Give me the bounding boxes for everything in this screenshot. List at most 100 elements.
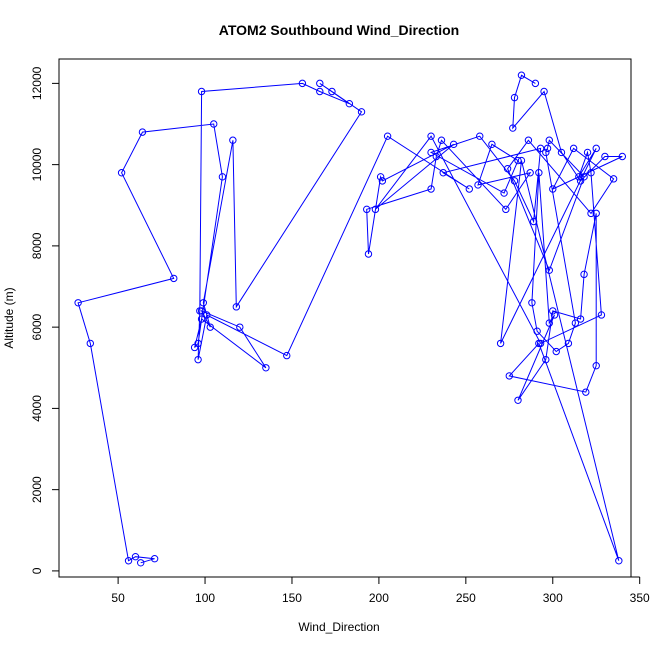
data-point (117, 169, 126, 177)
x-axis-label: Wind_Direction (298, 620, 379, 634)
x-axis: 50 100 150 200 250 300 350 (111, 576, 650, 605)
data-point (376, 173, 385, 181)
data-point (206, 323, 214, 331)
data-point (197, 307, 206, 315)
data-point (550, 311, 559, 319)
data-point (131, 552, 140, 561)
data-point (232, 303, 241, 311)
data-point (236, 323, 244, 331)
data-point (345, 99, 354, 108)
data-point (529, 217, 538, 226)
series-layer (74, 71, 627, 567)
data-point (580, 173, 588, 181)
data-point (615, 557, 623, 565)
data-point (517, 156, 526, 165)
data-point (580, 270, 588, 279)
data-point (575, 173, 583, 181)
data-point (502, 205, 510, 214)
data-point (569, 144, 578, 153)
data-point (531, 79, 540, 88)
y-tick-label: 2000 (30, 476, 44, 503)
data-point (526, 169, 534, 177)
data-point (383, 132, 392, 140)
data-point (503, 164, 512, 173)
data-point (510, 177, 519, 185)
data-point (357, 108, 366, 116)
data-point (378, 177, 387, 185)
data-point (500, 189, 508, 197)
data-point (535, 169, 543, 177)
data-point (283, 351, 291, 360)
data-point (316, 87, 324, 96)
data-point (137, 559, 145, 567)
data-point (549, 185, 557, 193)
data-point (528, 299, 536, 307)
data-point (514, 396, 522, 404)
data-point (138, 128, 147, 136)
data-point (363, 205, 371, 214)
data-point (524, 136, 533, 144)
data-point (542, 355, 550, 364)
data-point (576, 315, 585, 323)
data-point (545, 319, 553, 327)
data-point (197, 87, 206, 96)
x-tick-label: 250 (456, 591, 476, 605)
data-point (592, 209, 600, 218)
data-point (476, 132, 484, 140)
series-line (77, 74, 623, 564)
data-point (609, 175, 618, 183)
y-tick-label: 8000 (30, 232, 44, 259)
data-point (170, 274, 178, 283)
y-tick-label: 6000 (30, 313, 44, 340)
data-point (505, 372, 513, 380)
data-point (587, 169, 595, 177)
x-tick-label: 200 (369, 591, 389, 605)
y-tick-label: 0 (30, 567, 44, 574)
data-point (74, 299, 82, 307)
data-point (194, 339, 202, 348)
data-point (587, 209, 595, 218)
y-axis: 0 2000 4000 6000 8000 10000 12000 (30, 66, 60, 574)
x-tick-label: 50 (111, 591, 125, 605)
data-point (536, 339, 545, 348)
data-point (194, 355, 202, 364)
data-point (601, 152, 609, 161)
data-point (571, 319, 580, 327)
data-point (583, 148, 592, 157)
x-tick-label: 150 (282, 591, 302, 605)
data-point (298, 79, 307, 88)
data-point (545, 136, 553, 144)
data-point (210, 120, 218, 128)
data-point (514, 156, 522, 165)
data-point (124, 557, 133, 565)
data-point (510, 93, 519, 102)
data-point (86, 339, 94, 348)
data-point (427, 132, 435, 140)
data-point (432, 152, 440, 161)
data-point (199, 299, 208, 307)
data-point (364, 250, 373, 258)
data-point (509, 124, 517, 132)
data-point (536, 144, 545, 153)
data-point (543, 144, 552, 153)
data-point (618, 152, 627, 161)
data-point (218, 173, 227, 181)
data-point (427, 185, 435, 193)
data-point (316, 79, 324, 88)
data-point (203, 311, 211, 319)
x-tick-label: 350 (630, 591, 650, 605)
y-tick-label: 10000 (30, 148, 44, 182)
data-point (564, 339, 573, 348)
y-tick-label: 12000 (30, 66, 44, 100)
data-point (439, 169, 447, 177)
x-tick-label: 300 (543, 591, 563, 605)
data-point (328, 87, 336, 96)
data-point (582, 388, 590, 396)
data-point (474, 181, 482, 189)
data-point (197, 315, 206, 323)
series-0 (74, 71, 627, 567)
y-tick-label: 4000 (30, 395, 44, 422)
data-point (517, 71, 526, 79)
data-point (496, 339, 505, 348)
